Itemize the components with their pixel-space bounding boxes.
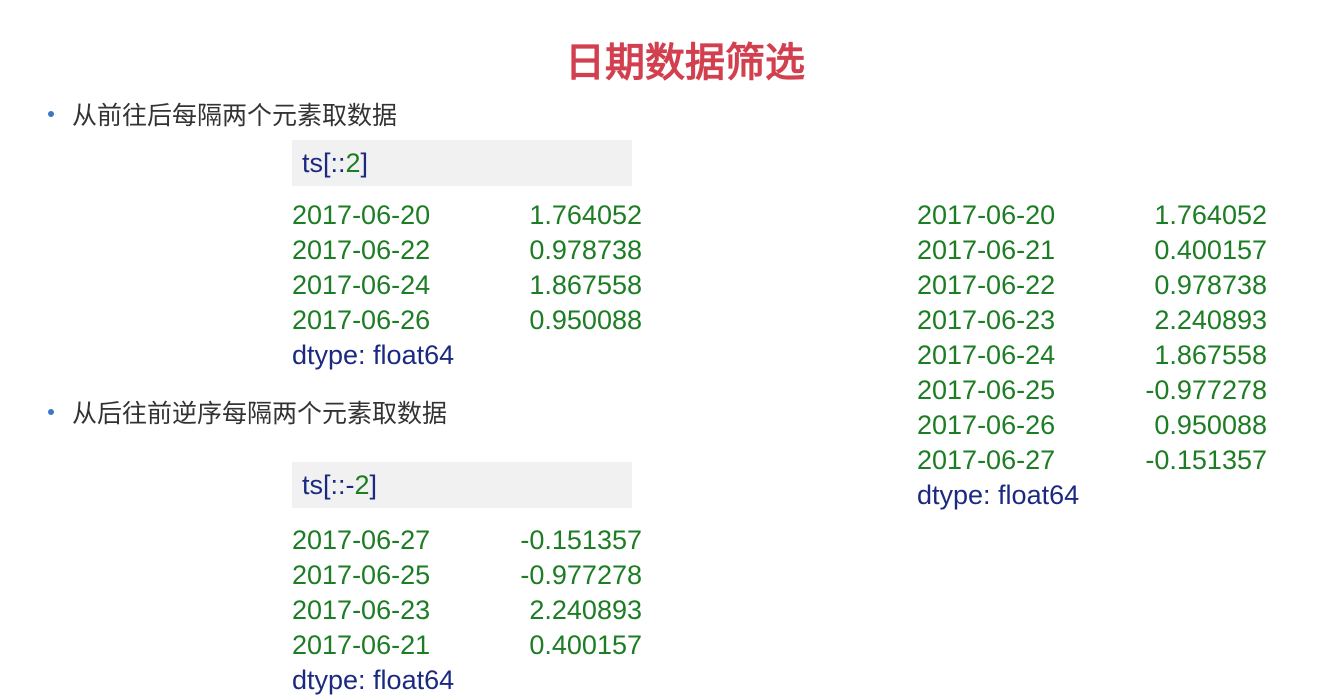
series-row: 2017-06-20 1.764052 xyxy=(292,198,642,233)
slide-title: 日期数据筛选 xyxy=(565,40,805,86)
series-row: 2017-06-25 -0.977278 xyxy=(292,558,642,593)
row-value: -0.151357 xyxy=(520,525,642,555)
dtype-label: dtype: float64 xyxy=(292,340,455,370)
row-date: 2017-06-27 xyxy=(917,445,1056,475)
series-row: 2017-06-22 0.978738 xyxy=(292,233,642,268)
row-value: -0.977278 xyxy=(520,560,642,590)
bullet-reverse: 从后往前逆序每隔两个元素取数据 xyxy=(48,394,447,430)
code-number: 2 xyxy=(345,148,361,178)
code-text: ] xyxy=(360,148,369,178)
row-value: 1.867558 xyxy=(529,270,642,300)
series-row: 2017-06-27 -0.151357 xyxy=(917,443,1267,478)
code-text: ] xyxy=(369,470,378,500)
code-text: ts[:: xyxy=(302,148,346,178)
series-row: 2017-06-25 -0.977278 xyxy=(917,373,1267,408)
dtype-label: dtype: float64 xyxy=(917,480,1080,510)
output-full-series: 2017-06-20 1.764052 2017-06-21 0.400157 2017… xyxy=(917,198,1267,513)
bullet-dot-icon xyxy=(48,409,54,415)
row-value: 2.240893 xyxy=(1154,305,1267,335)
bullet-dot-icon xyxy=(48,111,54,117)
row-date: 2017-06-27 xyxy=(292,525,431,555)
row-value: 0.978738 xyxy=(529,235,642,265)
series-row: 2017-06-26 0.950088 xyxy=(917,408,1267,443)
row-value: 0.950088 xyxy=(529,305,642,335)
row-date: 2017-06-20 xyxy=(917,200,1056,230)
row-value: 0.400157 xyxy=(529,630,642,660)
row-date: 2017-06-22 xyxy=(917,270,1056,300)
code-text: ts[::- xyxy=(302,470,355,500)
series-row: 2017-06-27 -0.151357 xyxy=(292,523,642,558)
row-date: 2017-06-22 xyxy=(292,235,431,265)
row-date: 2017-06-24 xyxy=(917,340,1056,370)
row-value: -0.977278 xyxy=(1145,375,1267,405)
bullet-text: 从后往前逆序每隔两个元素取数据 xyxy=(72,399,448,428)
row-value: 0.978738 xyxy=(1154,270,1267,300)
dtype-label: dtype: float64 xyxy=(292,665,455,695)
row-date: 2017-06-26 xyxy=(292,305,431,335)
row-date: 2017-06-25 xyxy=(292,560,431,590)
series-row: 2017-06-24 1.867558 xyxy=(917,338,1267,373)
row-date: 2017-06-26 xyxy=(917,410,1056,440)
series-row: 2017-06-22 0.978738 xyxy=(917,268,1267,303)
row-value: 1.764052 xyxy=(1154,200,1267,230)
row-date: 2017-06-21 xyxy=(917,235,1056,265)
series-row: 2017-06-26 0.950088 xyxy=(292,303,642,338)
row-value: 1.867558 xyxy=(1154,340,1267,370)
row-value: 2.240893 xyxy=(529,595,642,625)
code-block-reverse: ts[::-2] xyxy=(292,462,632,508)
row-date: 2017-06-21 xyxy=(292,630,431,660)
series-row: 2017-06-20 1.764052 xyxy=(917,198,1267,233)
series-row: 2017-06-24 1.867558 xyxy=(292,268,642,303)
row-value: -0.151357 xyxy=(1145,445,1267,475)
row-value: 0.400157 xyxy=(1154,235,1267,265)
series-row: 2017-06-23 2.240893 xyxy=(292,593,642,628)
output-forward: 2017-06-20 1.764052 2017-06-22 0.978738 2017… xyxy=(292,198,642,373)
code-block-forward: ts[::2] xyxy=(292,140,632,186)
row-date: 2017-06-23 xyxy=(292,595,431,625)
output-reverse: 2017-06-27 -0.151357 2017-06-25 -0.977278 20… xyxy=(292,523,642,698)
series-row: 2017-06-23 2.240893 xyxy=(917,303,1267,338)
row-value: 0.950088 xyxy=(1154,410,1267,440)
series-row: 2017-06-21 0.400157 xyxy=(292,628,642,663)
row-date: 2017-06-25 xyxy=(917,375,1056,405)
bullet-forward: 从前往后每隔两个元素取数据 xyxy=(48,96,397,132)
series-row: 2017-06-21 0.400157 xyxy=(917,233,1267,268)
row-date: 2017-06-23 xyxy=(917,305,1056,335)
row-value: 1.764052 xyxy=(529,200,642,230)
row-date: 2017-06-24 xyxy=(292,270,431,300)
row-date: 2017-06-20 xyxy=(292,200,431,230)
bullet-text: 从前往后每隔两个元素取数据 xyxy=(72,101,398,130)
code-number: 2 xyxy=(354,470,370,500)
